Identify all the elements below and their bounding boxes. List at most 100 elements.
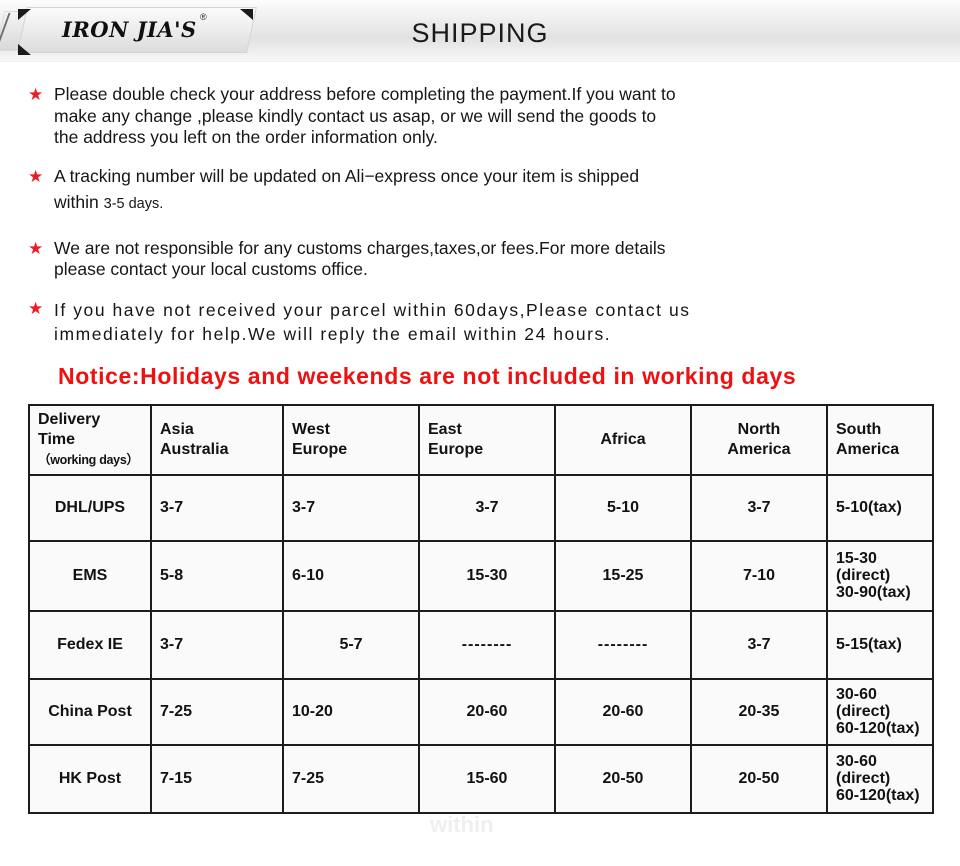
star-icon: ★ <box>28 298 45 318</box>
header-line-2: Time <box>38 430 76 448</box>
cell-south-america: 30-60 (direct) 60-120(tax) <box>826 677 934 746</box>
header-cell-west-europe: West Europe <box>282 403 420 476</box>
cell-africa: -------- <box>554 609 692 680</box>
cell-west-europe: 6-10 <box>282 539 420 612</box>
brand-name: IRON JIA'S <box>62 17 197 42</box>
cell-west-europe: 3-7 <box>282 473 420 542</box>
header-cell-delivery-time: Delivery Time （working days） <box>28 403 152 476</box>
cell-south-america: 15-30 (direct) 30-90(tax) <box>826 539 934 612</box>
ribbon-notch-top-right-icon <box>240 9 253 20</box>
cell-east-europe: 20-60 <box>418 677 556 746</box>
row-service-name: Fedex IE <box>28 609 152 680</box>
cell-africa: 20-50 <box>554 743 692 814</box>
cell-south-america: 30-60 (direct) 60-120(tax) <box>826 743 934 814</box>
note-tracking-number: ★ A tracking number will be updated on A… <box>28 166 934 216</box>
header-cell-east-europe: East Europe <box>418 403 556 476</box>
note-line: make any change ,please kindly contact u… <box>54 105 657 126</box>
star-icon: ★ <box>28 166 44 186</box>
cell-line: 60-120(tax) <box>836 720 920 737</box>
cell-asia-australia: 3-7 <box>150 473 284 542</box>
header-line-2: America <box>836 440 900 458</box>
page-title: SHIPPING <box>411 18 549 48</box>
tracking-days-value: 3-5 days. <box>103 196 164 212</box>
table-row: Fedex IE 3-7 5-7 -------- -------- 3-7 5… <box>28 609 934 680</box>
cell-line: (direct) <box>836 703 891 720</box>
note-line-tail-label: within <box>54 192 99 212</box>
header-line-1: Delivery <box>38 410 101 428</box>
cell-east-europe: 15-60 <box>418 743 556 814</box>
note-not-received: ★ If you have not received your parcel w… <box>28 298 934 346</box>
shipping-notes: ★ Please double check your address befor… <box>0 62 960 390</box>
header-cell-south-america: South America <box>826 403 934 476</box>
note-line: Please double check your address before … <box>54 84 676 104</box>
ribbon-notch-top-left-icon <box>18 9 31 20</box>
delivery-time-table: Delivery Time （working days） Asia Austra… <box>28 403 934 814</box>
cell-line: 5-15(tax) <box>836 635 902 653</box>
cell-south-america: 5-10(tax) <box>826 473 934 542</box>
note-address-check: ★ Please double check your address befor… <box>28 84 934 149</box>
delivery-time-table-wrap: Delivery Time （working days） Asia Austra… <box>0 403 960 814</box>
cell-line: 60-120(tax) <box>836 787 920 804</box>
header-line-1: Africa <box>600 430 646 448</box>
note-line: please contact your local customs office… <box>54 259 368 279</box>
header-sub-working-days: （working days） <box>38 452 139 467</box>
row-service-name: EMS <box>28 539 152 612</box>
cell-south-america: 5-15(tax) <box>826 609 934 680</box>
cell-north-america: 20-50 <box>690 743 828 814</box>
row-service-name: DHL/UPS <box>28 473 152 542</box>
brand-logo: IRON JIA'S ® <box>0 5 270 57</box>
header-line-2: Europe <box>292 440 348 458</box>
row-service-name: HK Post <box>28 743 152 814</box>
cell-line: 15-30 <box>836 550 877 567</box>
note-line: We are not responsible for any customs c… <box>54 237 666 258</box>
cell-line: (direct) <box>836 770 891 787</box>
cell-line: 30-90(tax) <box>836 584 911 601</box>
cell-line: 30-60 <box>836 753 877 770</box>
cell-north-america: 3-7 <box>690 609 828 680</box>
cell-asia-australia: 3-7 <box>150 609 284 680</box>
table-row: DHL/UPS 3-7 3-7 3-7 5-10 3-7 5-10(tax) <box>28 473 934 542</box>
note-line: immediately for help.We will reply the e… <box>54 323 612 344</box>
star-icon: ★ <box>28 85 44 104</box>
cell-north-america: 20-35 <box>690 677 828 746</box>
cell-asia-australia: 5-8 <box>150 539 284 612</box>
cell-africa: 15-25 <box>554 539 692 612</box>
cell-east-europe: 15-30 <box>418 539 556 612</box>
table-row: HK Post 7-15 7-25 15-60 20-50 20-50 30-6… <box>28 743 934 814</box>
note-line: If you have not received your parcel wit… <box>54 299 691 320</box>
page-header: IRON JIA'S ® SHIPPING <box>0 0 960 62</box>
ribbon-notch-bottom-left-icon <box>18 44 31 55</box>
cell-east-europe: 3-7 <box>418 473 556 542</box>
note-line: the address you left on the order inform… <box>54 127 438 147</box>
header-line-2: Europe <box>428 440 484 458</box>
cell-asia-australia: 7-15 <box>150 743 284 814</box>
note-customs: ★ We are not responsible for any customs… <box>28 238 934 281</box>
header-line-1: West <box>292 420 330 438</box>
header-line-2: America <box>727 440 791 458</box>
table-row: China Post 7-25 10-20 20-60 20-60 20-35 … <box>28 677 934 746</box>
header-cell-africa: Africa <box>554 403 692 476</box>
cell-line: 5-10(tax) <box>836 498 902 516</box>
cell-west-europe: 10-20 <box>282 677 420 746</box>
cell-east-europe: -------- <box>418 609 556 680</box>
note-line: A tracking number will be updated on Ali… <box>54 165 640 186</box>
table-header-row: Delivery Time （working days） Asia Austra… <box>28 403 934 476</box>
cell-west-europe: 7-25 <box>282 743 420 814</box>
star-icon: ★ <box>28 238 44 258</box>
watermark-text: within <box>430 812 494 837</box>
cell-line: (direct) <box>836 567 891 584</box>
cell-line: 30-60 <box>836 686 877 703</box>
cell-north-america: 7-10 <box>690 539 828 612</box>
header-line-1: South <box>836 420 882 438</box>
table-row: EMS 5-8 6-10 15-30 15-25 7-10 15-30 (dir… <box>28 539 934 612</box>
cell-africa: 5-10 <box>554 473 692 542</box>
header-line-1: East <box>428 420 462 438</box>
header-line-2: Australia <box>160 440 229 458</box>
note-line-tail: within 3-5 days. <box>54 192 934 216</box>
holiday-notice: Notice:Holidays and weekends are not inc… <box>58 362 797 389</box>
row-service-name: China Post <box>28 677 152 746</box>
registered-trademark-icon: ® <box>200 12 207 22</box>
header-line-1: North <box>737 420 781 438</box>
header-cell-north-america: North America <box>690 403 828 476</box>
cell-africa: 20-60 <box>554 677 692 746</box>
